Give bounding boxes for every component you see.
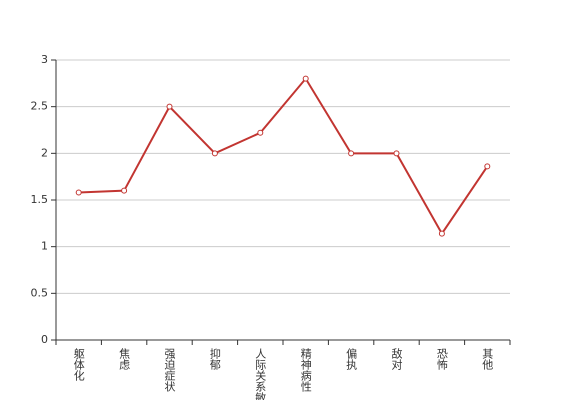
- x-tick-label: 其他: [481, 348, 494, 370]
- x-tick-label: 恐怖: [435, 348, 448, 370]
- point: [484, 163, 491, 170]
- x-tick-label: 抑郁: [208, 347, 221, 370]
- point: [121, 187, 128, 194]
- x-tick-label: 焦虑: [118, 348, 131, 370]
- y-tick-label: 1: [41, 240, 48, 253]
- point: [166, 103, 173, 110]
- point: [438, 230, 445, 237]
- point: [75, 189, 82, 196]
- y-tick-label: 0.5: [31, 286, 49, 299]
- x-tick-label: 偏执: [345, 347, 358, 371]
- x-tick-label: 强迫症状: [163, 348, 176, 392]
- point: [348, 150, 355, 157]
- y-tick-label: 3: [41, 53, 48, 66]
- y-tick-label: 0: [41, 333, 48, 346]
- x-tick-label: 精神病性: [299, 348, 312, 393]
- y-tick-label: 2: [41, 146, 48, 159]
- point: [302, 75, 309, 82]
- y-tick-label: 1.5: [31, 193, 49, 206]
- x-tick-label: 敌对: [390, 347, 403, 370]
- x-tick-label: 躯体化: [72, 348, 85, 382]
- line: [78, 76, 489, 236]
- x-tick-label: 人际关系敏感: [254, 348, 267, 400]
- y-tick-label: 2.5: [31, 100, 49, 113]
- point: [393, 150, 400, 157]
- point: [211, 150, 218, 157]
- point: [257, 129, 264, 136]
